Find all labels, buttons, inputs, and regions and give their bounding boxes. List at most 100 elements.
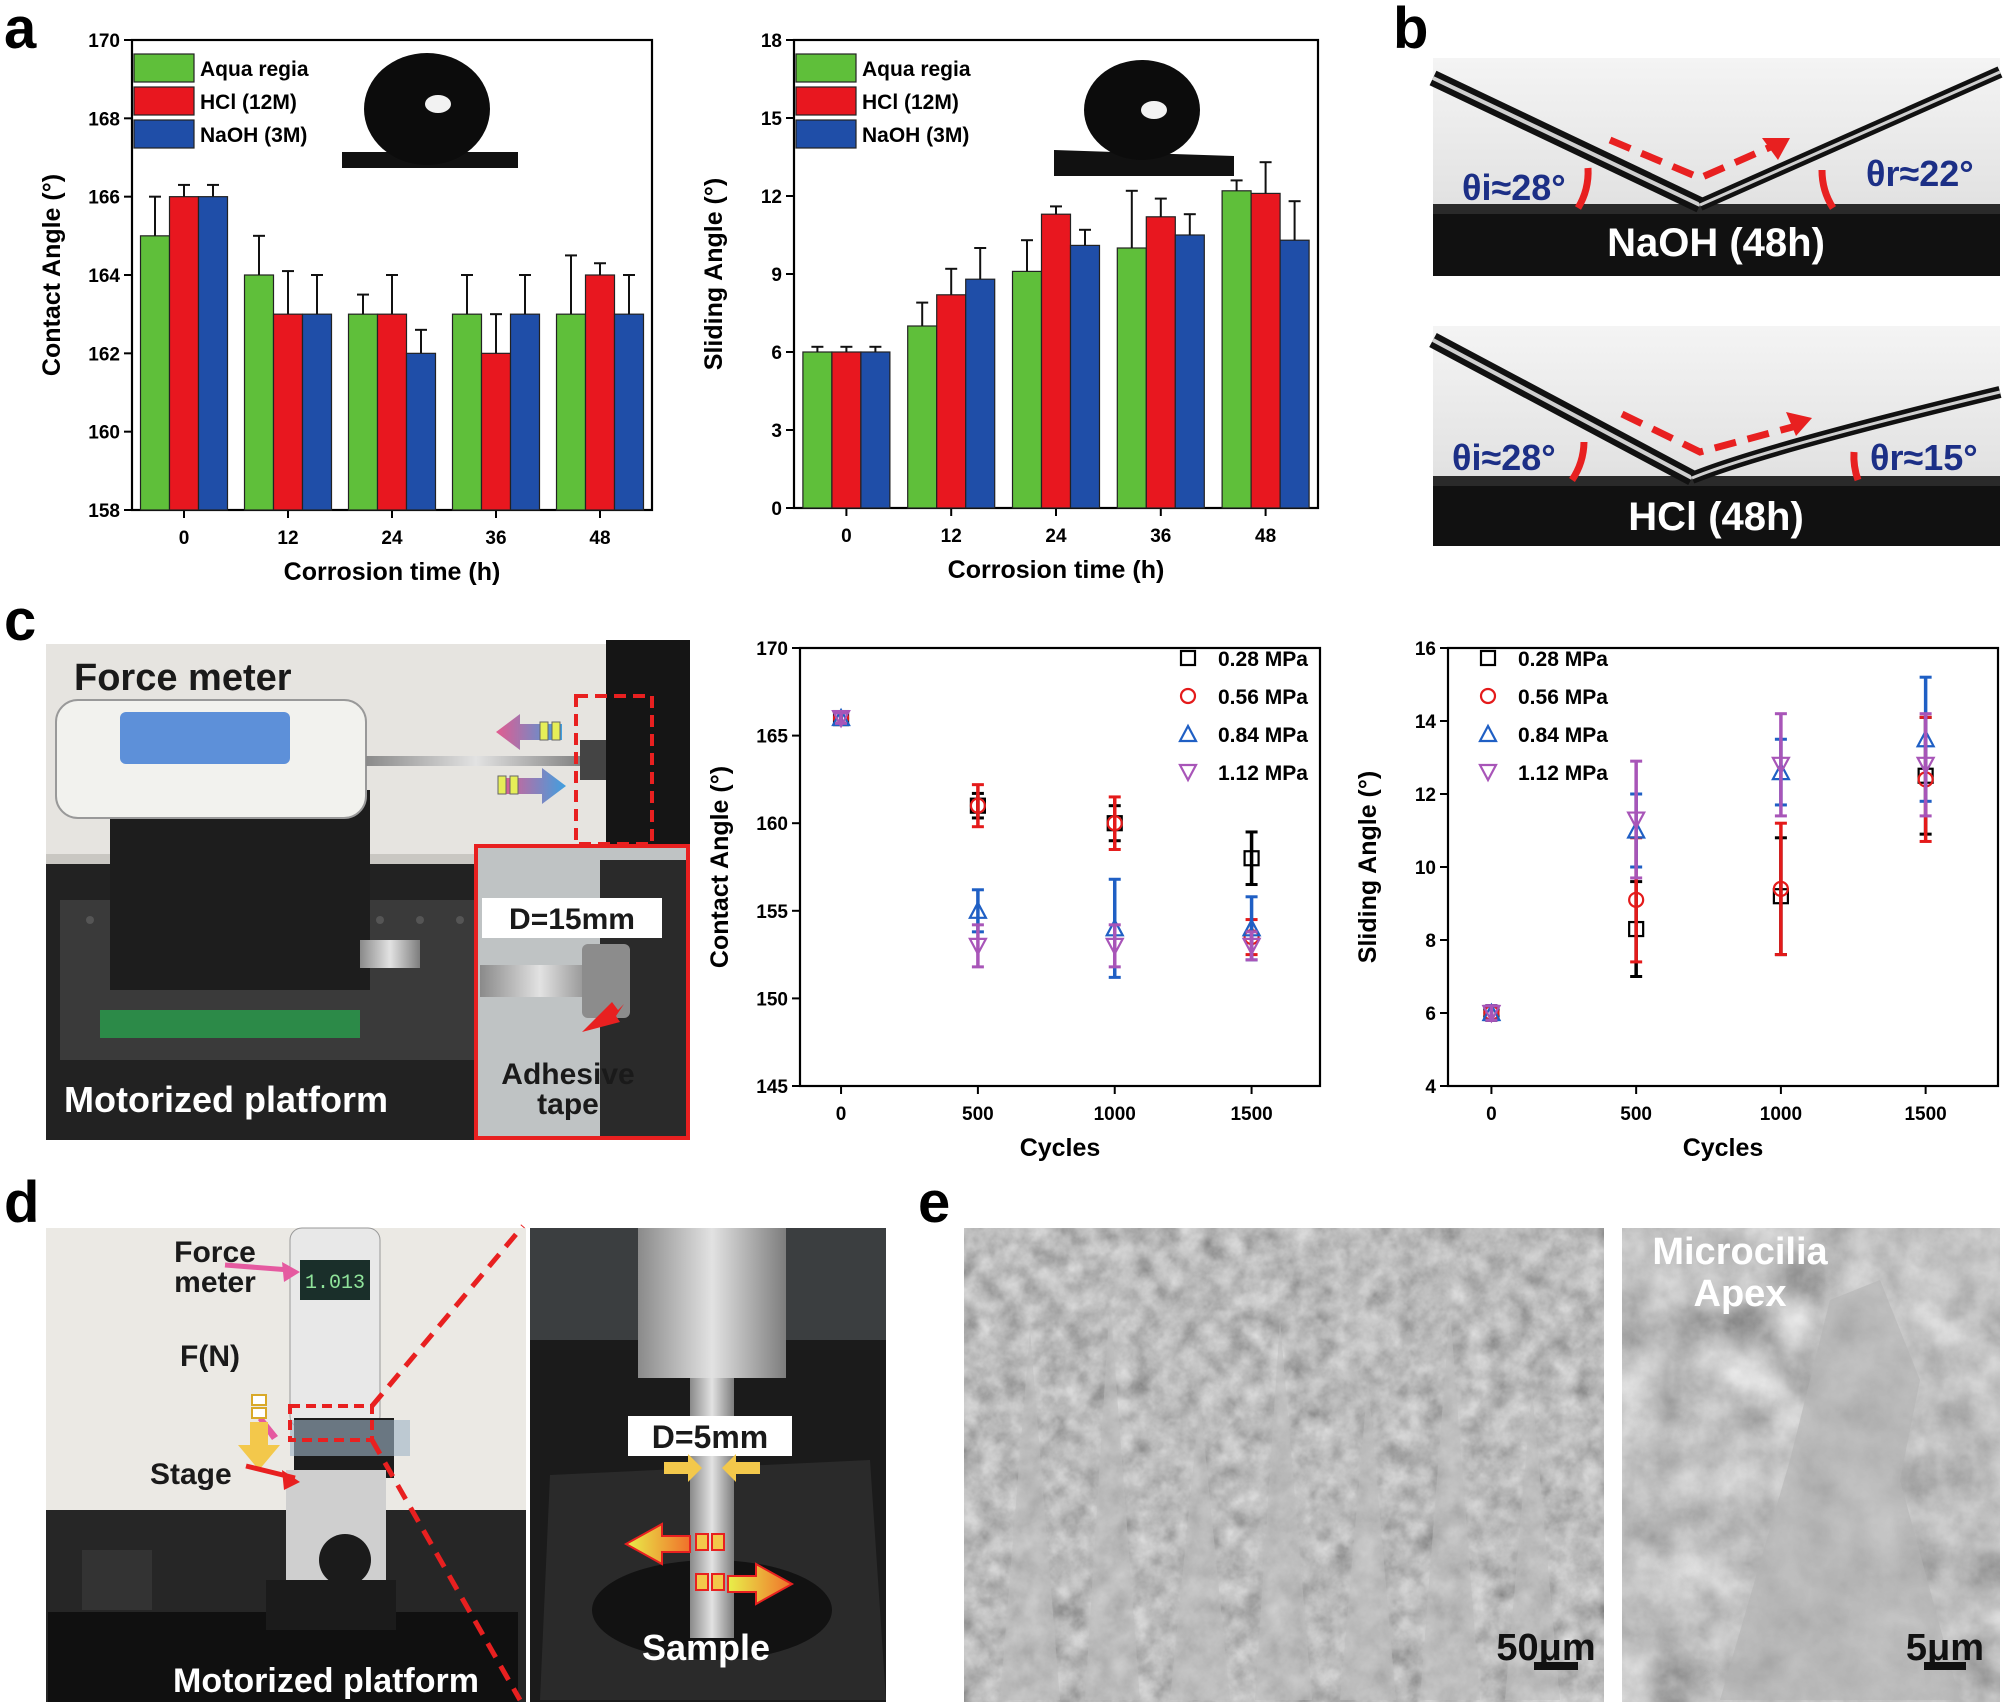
panel-label-b: b (1393, 0, 1428, 61)
force-meter-label: Force meter (74, 657, 292, 699)
y-tick-label: 6 (771, 343, 782, 364)
bar (907, 325, 938, 509)
x-tick-label: 24 (1045, 526, 1067, 547)
bar (584, 274, 616, 511)
panel-label-c: c (4, 588, 36, 653)
panel-d-photo-left: 1.013 Force meter F(N) Stage Motorized p… (46, 1224, 526, 1702)
bottom-theta-i: θi≈28° (1452, 437, 1556, 478)
panel-label-e: e (918, 1170, 950, 1235)
point (968, 900, 988, 919)
x-tick-label: 12 (941, 526, 962, 547)
bar (405, 352, 437, 511)
y-tick-label: 4 (1425, 1077, 1436, 1098)
sem-image-microcilia-array: 50μm (964, 1228, 1604, 1702)
point (1106, 815, 1123, 832)
top-theta-i: θi≈28° (1462, 167, 1566, 208)
motorized-platform-label-c: Motorized platform (64, 1079, 388, 1120)
legend-label: 0.84 MPa (1518, 724, 1608, 747)
bar (1174, 234, 1205, 509)
bar (1145, 216, 1176, 509)
droplet-inset-contact (340, 48, 520, 170)
bar (272, 313, 304, 511)
legend-swatch (795, 53, 857, 83)
sample-label: Sample (642, 1627, 770, 1668)
panel-label-d: d (4, 1170, 39, 1235)
x-tick-label: 48 (1255, 526, 1276, 547)
x-tick-label: 500 (1620, 1104, 1652, 1125)
force-meter-label-2: meter (174, 1266, 256, 1299)
legend-label: HCl (12M) (862, 91, 959, 114)
y-tick-label: 0 (771, 499, 782, 520)
y-tick-label: 170 (88, 31, 120, 52)
panel-label-a: a (4, 0, 37, 61)
y-tick-label: 6 (1425, 1004, 1436, 1025)
bar (1221, 190, 1252, 509)
bar (1250, 192, 1281, 509)
top-condition-label: NaOH (48h) (1607, 221, 1825, 265)
point (1241, 937, 1262, 957)
x-tick-label: 1500 (1230, 1104, 1272, 1125)
bar (802, 351, 833, 509)
apex-label-1: Microcilia (1652, 1231, 1828, 1273)
adhesive-label-1: Adhesive (501, 1058, 634, 1091)
legend-label: NaOH (3M) (862, 124, 969, 147)
y-tick-label: 160 (88, 423, 120, 444)
x-tick-label: 36 (1150, 526, 1171, 547)
x-axis-label: Cycles (1683, 1134, 1764, 1162)
adhesive-label-2: tape (537, 1088, 599, 1121)
bar (480, 352, 512, 511)
x-tick-label: 0 (841, 526, 852, 547)
contact-angle-corrosion-chart: 158 160 162 164 166 168 170 Contact Angle (°) Co… (38, 31, 654, 586)
legend-label: 0.84 MPa (1218, 724, 1308, 747)
point (969, 797, 986, 814)
y-tick-label: 166 (88, 188, 120, 209)
x-tick-label: 36 (485, 528, 506, 549)
force-meter-display: 1.013 (305, 1272, 365, 1295)
y-tick-label: 9 (771, 265, 782, 286)
y-tick-label: 14 (1415, 712, 1437, 733)
legend-label: 0.56 MPa (1218, 686, 1308, 709)
legend-label: 1.12 MPa (1218, 762, 1308, 785)
bar (1069, 244, 1101, 509)
y-tick-label: 170 (756, 639, 788, 660)
legend-label: NaOH (3M) (200, 124, 307, 147)
motorized-platform-label-d: Motorized platform (173, 1662, 479, 1700)
bar (301, 313, 333, 511)
x-tick-label: 0 (836, 1104, 847, 1125)
bar (347, 313, 379, 511)
y-tick-label: 164 (88, 266, 120, 287)
x-tick-label: 1000 (1094, 1104, 1136, 1125)
point (968, 937, 988, 957)
point (1628, 891, 1645, 908)
x-tick-label: 1500 (1904, 1104, 1946, 1125)
point (1481, 1004, 1502, 1024)
point (1479, 649, 1497, 667)
y-tick-label: 16 (1415, 639, 1436, 660)
point (1179, 687, 1197, 705)
y-tick-label: 162 (88, 344, 120, 365)
stage-label: Stage (150, 1458, 232, 1491)
x-tick-label: 0 (1486, 1104, 1497, 1125)
bar (1040, 213, 1072, 509)
legend-label: 0.28 MPa (1218, 648, 1308, 671)
legend-swatch (133, 53, 195, 83)
force-label: F(N) (180, 1340, 240, 1373)
point (1178, 763, 1198, 783)
y-tick-label: 8 (1425, 931, 1436, 952)
legend-label: Aqua regia (862, 58, 971, 81)
point (1771, 756, 1791, 776)
top-theta-r: θr≈22° (1866, 153, 1974, 194)
bar (1116, 247, 1147, 509)
bar (509, 313, 541, 511)
bar (139, 235, 171, 511)
point (1772, 880, 1789, 898)
y-tick-label: 3 (771, 421, 782, 442)
panel-b-bottom-photo: θi≈28° θr≈15° HCl (48h) (1429, 326, 2002, 546)
point (1479, 687, 1497, 705)
x-tick-label: 48 (589, 528, 610, 549)
legend-swatch (795, 86, 857, 116)
bottom-condition-label: HCl (48h) (1628, 495, 1804, 539)
panel-b-top-photo: θi≈28° θr≈22° NaOH (48h) (1429, 58, 2003, 276)
